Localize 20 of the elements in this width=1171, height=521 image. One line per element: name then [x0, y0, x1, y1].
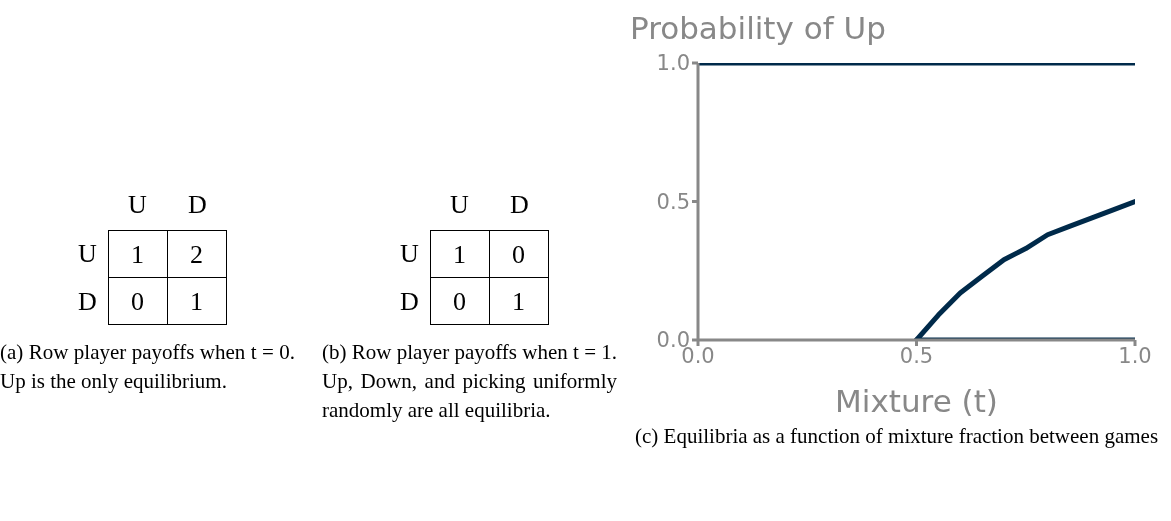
- x-axis-title: Mixture (t): [835, 383, 998, 419]
- data-label: 2: [166, 230, 227, 278]
- x-tick-label: U: [127, 190, 148, 221]
- data-label: 0: [107, 277, 168, 325]
- data-label: 0: [488, 230, 549, 278]
- x-tick-label: 1.0: [1118, 343, 1152, 368]
- x-tick-label: D: [187, 190, 208, 221]
- data-label: 0: [429, 277, 490, 325]
- data-label: 1: [107, 230, 168, 278]
- x-tick-label: U: [449, 190, 470, 221]
- chart-title: Probability of Up: [630, 10, 887, 48]
- data-label: 1: [166, 277, 227, 325]
- data-label: 1: [488, 277, 549, 325]
- y-tick-label: 1.0: [656, 51, 690, 76]
- data-label: 1: [429, 230, 490, 278]
- text: (a) Row player payoffs when t = 0. Up is the only equilibrium.: [0, 339, 295, 395]
- x-tick-label: D: [509, 190, 530, 221]
- text: (b) Row player payoffs when t = 1. Up, Down, and picking uniformly randomly are all equilibria.: [322, 339, 617, 424]
- text: (c) Equilibria as a function of mixture fraction between games: [634, 423, 1160, 450]
- x-tick-label: 0.5: [899, 343, 934, 368]
